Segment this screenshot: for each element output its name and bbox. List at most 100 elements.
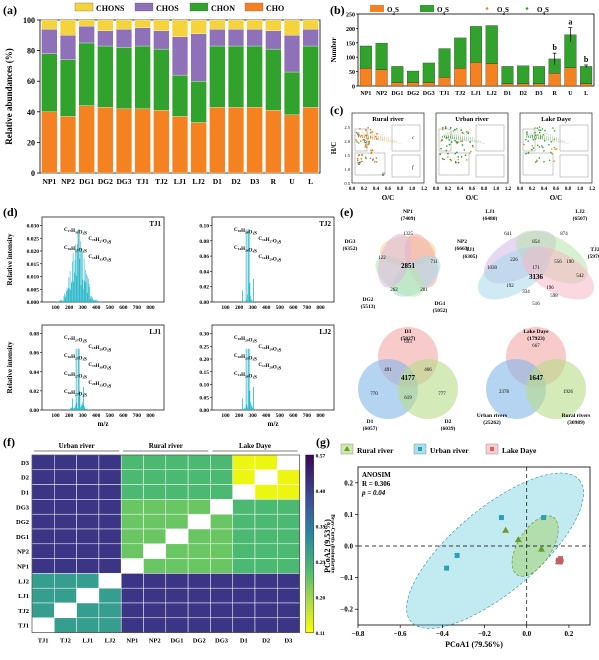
heatmap-cell-D1-D3 xyxy=(277,484,300,500)
peak-label-1-2: C14H26O4S xyxy=(234,246,257,255)
vk-xlabel: O/C xyxy=(382,194,394,202)
vk-xtick: 1.0 xyxy=(577,187,584,192)
col-label-TJ1: TJ1 xyxy=(38,638,49,645)
vk-region-label-b: b xyxy=(364,140,367,145)
vk-ray xyxy=(525,136,561,140)
heatmap-cell-LJ2-NP2 xyxy=(143,573,167,589)
venn2-number: 192 xyxy=(506,284,514,289)
legend-label-CHO: CHO xyxy=(266,4,284,13)
colorbar-segment xyxy=(305,505,314,509)
bar-D1-CHONS xyxy=(209,19,226,30)
colorbar-segment xyxy=(305,611,314,616)
row-label-D1: D1 xyxy=(21,490,29,497)
colorbar-segment xyxy=(305,579,314,583)
colorbar-segment xyxy=(305,469,314,474)
x-tick-label: 500 xyxy=(106,413,115,419)
vk-point xyxy=(538,157,541,159)
colorbar-segment xyxy=(305,457,314,462)
bar-DG3-CHON xyxy=(116,47,132,109)
heatmap-cell-LJ2-D1 xyxy=(232,573,256,589)
x-tick-DG3: DG3 xyxy=(423,91,435,97)
venn3-number: 693 xyxy=(404,340,412,345)
vk-point xyxy=(365,146,368,148)
vk-point xyxy=(368,140,371,143)
heatmap-cell-NP2-NP1 xyxy=(120,543,144,559)
y-tick-label: 100 xyxy=(23,16,35,25)
bar-DG3-CHOS xyxy=(116,29,132,48)
x-tick-label: −0.2 xyxy=(478,630,491,638)
heatmap-cell-NP1-DG3 xyxy=(210,558,233,574)
vk-xtick: 0.0 xyxy=(433,187,440,192)
colorbar-segment xyxy=(305,585,314,589)
y-tick-label: 0.06 xyxy=(199,254,209,260)
bar-DG2-CHONS xyxy=(97,19,114,31)
point-urban-1 xyxy=(454,552,460,558)
heatmap-cell-DG2-TJ2 xyxy=(54,513,77,530)
chart-g: Rural river Urban river Lake Daye ANOSIM R =… xyxy=(316,435,599,660)
bar-NP1-CHOS xyxy=(41,29,58,54)
vk-point xyxy=(376,133,378,135)
colorbar-segment xyxy=(305,534,314,539)
bar-D2-O3S xyxy=(517,83,530,87)
x-tick-D1: D1 xyxy=(504,91,511,97)
venn2-label: LJ1 xyxy=(485,209,494,215)
vk-point xyxy=(370,151,373,153)
colorbar-segment xyxy=(305,552,314,557)
venn1-label: (6352) xyxy=(343,245,358,252)
vk-point xyxy=(460,156,463,158)
vk-point xyxy=(448,139,450,141)
y-tick-label: 0.08 xyxy=(29,332,39,338)
y-tick-label: 0.15 xyxy=(199,370,209,376)
venn1-label: DG2 xyxy=(363,297,374,303)
vk-point xyxy=(356,157,359,160)
y-tick-label: 0.04 xyxy=(199,269,209,275)
venn2-label: (6507) xyxy=(573,215,588,222)
colorbar-segment xyxy=(305,558,314,563)
vk-xtick: 1.0 xyxy=(409,187,416,192)
bar-D2-CHO xyxy=(228,107,244,174)
vk-point xyxy=(554,148,557,151)
heatmap-cell-LJ1-DG2 xyxy=(187,587,211,604)
bar-LJ2-CHONS xyxy=(190,19,207,34)
vk-region-label-g: g xyxy=(382,172,385,177)
x-tick-label: 500 xyxy=(106,305,115,311)
vk-region-label-d: d xyxy=(358,162,361,167)
bar-LJ2-CHON xyxy=(190,81,207,123)
vk-point xyxy=(543,149,545,152)
venn4-center: 1647 xyxy=(529,374,544,382)
bar-R-O3S xyxy=(548,73,561,87)
heatmap-cell-NP1-TJ2 xyxy=(54,558,77,574)
vk-point xyxy=(356,141,358,143)
venn2-ellipse-3 xyxy=(521,246,595,300)
bar-L-O3S xyxy=(580,83,593,87)
bar-DG1-CHON xyxy=(78,42,95,106)
vk-ray xyxy=(441,134,468,138)
vk-point xyxy=(526,133,528,136)
y-tick-label: −0.1 xyxy=(340,574,353,582)
venn2-label: LJ2 xyxy=(575,209,584,215)
vk-region xyxy=(438,128,452,152)
vk-point xyxy=(524,138,527,141)
vk-ray xyxy=(441,136,480,141)
heatmap-cell-DG1-TJ1 xyxy=(31,528,55,545)
col-label-DG1: DG1 xyxy=(170,638,183,645)
vk-point xyxy=(531,144,534,147)
vk-point xyxy=(553,160,555,162)
vk-point xyxy=(446,145,448,147)
heatmap-cell-NP1-NP1 xyxy=(120,558,144,574)
y-tick-label: 0.30 xyxy=(199,332,209,338)
bar-DG2-CHOS xyxy=(97,30,114,47)
chart-c: Rural river 0.0 0.2 0.4 0.6 0.8 1.0 1.2 O/C a b c d e… xyxy=(330,105,599,205)
vk-point xyxy=(550,148,553,150)
heatmap-cell-DG1-LJ1 xyxy=(76,528,100,545)
bar-DG2-CHO xyxy=(97,107,114,174)
heatmap-cell-D3-TJ1 xyxy=(31,454,55,471)
venn4-label: (25262) xyxy=(483,419,501,426)
ellipse-urban xyxy=(406,472,584,629)
vk-frame-1 xyxy=(435,112,509,184)
bar-L-CHON xyxy=(302,45,319,108)
bar-LJ1-CHONS xyxy=(172,19,188,37)
spectrum-title-1: TJ2 xyxy=(319,220,331,228)
spectrum-frame-0 xyxy=(41,216,165,303)
bar-NP2-CHONS xyxy=(60,19,76,36)
